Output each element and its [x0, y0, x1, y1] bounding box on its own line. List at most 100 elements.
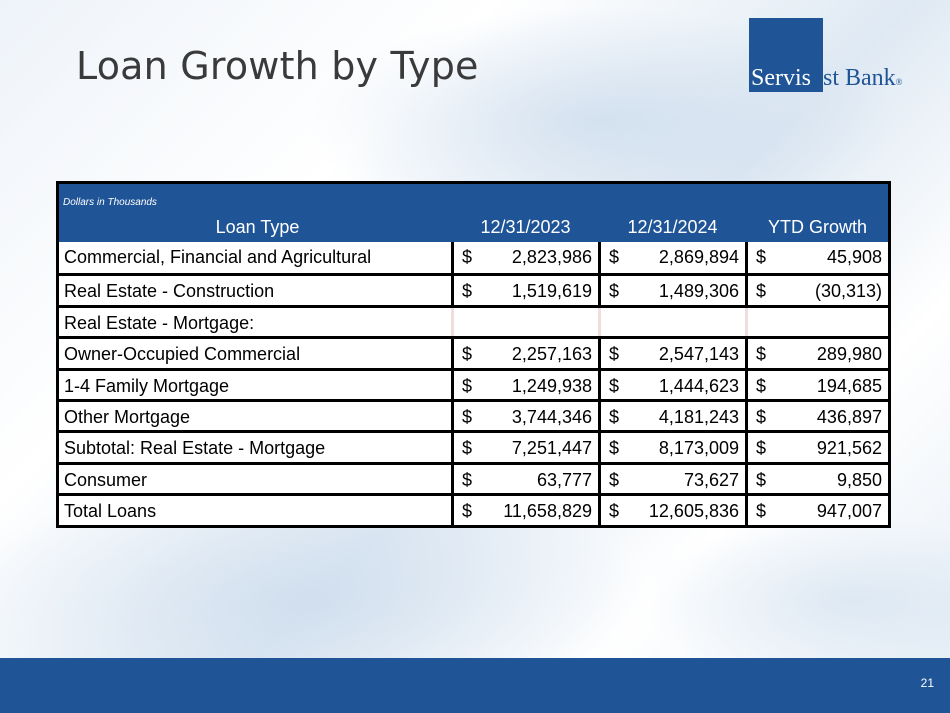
value-cell-1: $3,744,346 — [451, 401, 598, 431]
page-title: Loan Growth by Type — [76, 44, 479, 88]
table-row: Real Estate - Construction $1,519,619 $1,4… — [59, 273, 888, 305]
table-row: 1-4 Family Mortgage $1,249,938 $1,444,623 $… — [59, 367, 888, 399]
currency-symbol: $ — [756, 344, 767, 365]
table-row: Subtotal: Real Estate - Mortgage $7,251,4… — [59, 430, 888, 462]
header-loan-type: Loan Type — [215, 217, 300, 237]
cell-value: 436,897 — [816, 406, 882, 427]
currency-symbol: $ — [609, 406, 620, 427]
cell-value: 63,777 — [536, 469, 592, 490]
table-row: Total Loans $11,658,829 $12,605,836 $947,00… — [59, 493, 888, 525]
cell-value: 947,007 — [816, 501, 882, 522]
value-cell-2 — [598, 307, 745, 337]
cell-value: 1,249,938 — [511, 375, 592, 396]
row-label: 1-4 Family Mortgage — [64, 375, 230, 396]
value-cell-3: $289,980 — [745, 339, 888, 368]
value-cell-2: $73,627 — [598, 464, 745, 494]
value-cell-2: $2,547,143 — [598, 339, 745, 368]
currency-symbol: $ — [609, 344, 620, 365]
currency-symbol: $ — [756, 247, 767, 267]
header-2023: 12/31/2023 — [480, 217, 571, 237]
cell-value: 8,173,009 — [658, 438, 739, 459]
value-cell-2: $1,444,623 — [598, 370, 745, 399]
value-cell-1: $2,257,163 — [451, 339, 598, 368]
cell-value: 45,908 — [826, 247, 882, 267]
cell-value: 4,181,243 — [658, 406, 739, 427]
cell-value: 1,489,306 — [658, 281, 739, 302]
row-label: Real Estate - Mortgage: — [64, 312, 255, 333]
currency-symbol: $ — [462, 375, 473, 396]
loan-growth-table: Dollars in Thousands Loan Type 12/31/202… — [56, 181, 891, 528]
table-row: Commercial, Financial and Agricultural $2… — [59, 242, 888, 274]
header-ytd-growth: YTD Growth — [767, 217, 868, 237]
currency-symbol: $ — [462, 469, 473, 490]
value-cell-2: $1,489,306 — [598, 276, 745, 305]
currency-symbol: $ — [462, 406, 473, 427]
cell-value: 2,257,163 — [511, 344, 592, 365]
currency-symbol: $ — [609, 247, 620, 267]
currency-symbol: $ — [462, 247, 473, 267]
currency-symbol: $ — [756, 438, 767, 459]
cell-value: 11,658,829 — [503, 501, 592, 522]
cell-value: 194,685 — [816, 375, 882, 396]
currency-symbol: $ — [609, 469, 620, 490]
cell-value: 289,980 — [816, 344, 882, 365]
value-cell-2: $12,605,836 — [598, 496, 745, 525]
row-label: Real Estate - Construction — [64, 281, 275, 302]
currency-symbol: $ — [756, 406, 767, 427]
header-row: Loan Type 12/31/2023 12/31/2024 YTD Grow… — [59, 212, 888, 242]
value-cell-3: $436,897 — [745, 401, 888, 431]
units-note: Dollars in Thousands — [63, 197, 157, 208]
footer-bar: 21 — [0, 658, 950, 713]
value-cell-2: $4,181,243 — [598, 401, 745, 431]
cell-value: 2,869,894 — [658, 247, 739, 267]
value-cell-3: $921,562 — [745, 433, 888, 462]
value-cell-3 — [745, 307, 888, 337]
currency-symbol: $ — [609, 281, 620, 302]
cell-value: 3,744,346 — [511, 406, 592, 427]
table-row: Other Mortgage $3,744,346 $4,181,243 $436,8… — [59, 398, 888, 431]
row-label: Other Mortgage — [64, 406, 191, 427]
currency-symbol: $ — [462, 281, 473, 302]
logo-square — [749, 18, 823, 92]
table-header: Dollars in Thousands Loan Type 12/31/202… — [59, 184, 888, 242]
cell-value: 2,547,143 — [658, 344, 739, 365]
cell-value: 1,444,623 — [658, 375, 739, 396]
value-cell-1: $1,249,938 — [451, 370, 598, 399]
logo-wordmark: Servis1st Bank® — [751, 65, 903, 91]
value-cell-1: $2,823,986 — [451, 242, 598, 274]
value-cell-3: $947,007 — [745, 496, 888, 525]
currency-symbol: $ — [756, 469, 767, 490]
currency-symbol: $ — [756, 501, 767, 522]
value-cell-1: $7,251,447 — [451, 433, 598, 462]
cell-value: (30,313) — [814, 281, 882, 302]
currency-symbol: $ — [756, 281, 767, 302]
currency-symbol: $ — [609, 438, 620, 459]
page-number: 21 — [920, 676, 934, 690]
cell-value: 2,823,986 — [511, 247, 592, 267]
cell-value: 921,562 — [816, 438, 882, 459]
value-cell-3: $ (30,313) — [745, 276, 888, 305]
table-row: Owner-Occupied Commercial $2,257,163 $2,54… — [59, 336, 888, 368]
row-label: Subtotal: Real Estate - Mortgage — [64, 438, 326, 459]
cell-value: 7,251,447 — [511, 438, 592, 459]
servis1st-bank-logo: Servis1st Bank® — [749, 18, 925, 92]
cell-value: 9,850 — [836, 469, 882, 490]
cell-value: 73,627 — [683, 469, 739, 490]
currency-symbol: $ — [609, 375, 620, 396]
value-cell-1: $11,658,829 — [451, 496, 598, 525]
currency-symbol: $ — [609, 501, 620, 522]
currency-symbol: $ — [756, 375, 767, 396]
row-label: Commercial, Financial and Agricultural — [64, 247, 372, 267]
value-cell-1 — [451, 307, 598, 337]
row-label: Total Loans — [64, 501, 157, 522]
currency-symbol: $ — [462, 501, 473, 522]
table-row: Consumer $63,777 $73,627 $9,850 — [59, 461, 888, 494]
currency-symbol: $ — [462, 438, 473, 459]
row-label: Consumer — [64, 469, 148, 490]
value-cell-2: $2,869,894 — [598, 242, 745, 274]
cell-value: 12,605,836 — [648, 501, 739, 522]
cell-value: 1,519,619 — [511, 281, 592, 302]
header-2024: 12/31/2024 — [627, 217, 718, 237]
table-row: Real Estate - Mortgage: — [59, 304, 888, 337]
value-cell-3: $9,850 — [745, 464, 888, 494]
